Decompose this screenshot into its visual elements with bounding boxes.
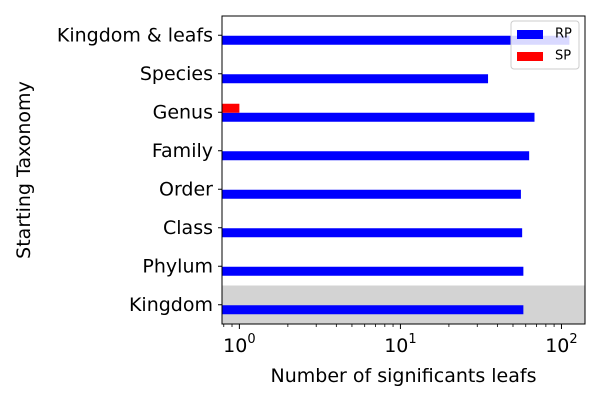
bar-rp-class [222,228,523,238]
y-tick-label-family: Family [152,140,213,162]
bar-rp-kingdom [222,305,524,315]
plot-frame [221,15,586,325]
bar-rp-kingdom-leafs [222,35,570,45]
y-tick-label-phylum: Phylum [142,255,213,277]
y-tick-label-order: Order [159,178,213,200]
x-tick-label-100: 102 [545,332,577,357]
y-axis-label: Starting Taxonomy [13,81,35,259]
bar-rp-genus [222,112,535,122]
highlight-band-layer [222,285,585,324]
ticks-layer [218,34,562,329]
bar-rp-species [222,74,489,84]
highlight-band-kingdom [222,285,585,324]
bar-rp-order [222,189,521,199]
y-tick-label-genus: Genus [153,101,213,123]
labels-layer: Kingdom & leafs Species Genus Family Order Cl… [13,24,578,387]
y-tick-label-species: Species [140,63,213,85]
bars-layer [222,35,570,315]
bar-sp-genus [222,103,240,113]
bar-rp-family [222,151,530,161]
legend-label-sp: SP [555,49,571,64]
legend: RP SP [510,20,580,70]
x-tick-label-10: 101 [384,332,416,357]
legend-swatch-rp [517,30,543,39]
y-tick-label-class: Class [163,217,213,239]
y-tick-label-kingdom-leafs: Kingdom & leafs [57,24,213,46]
x-axis-label: Number of significants leafs [271,365,537,387]
bar-rp-phylum [222,266,524,276]
legend-swatch-sp [517,52,543,61]
y-tick-label-kingdom: Kingdom [129,294,213,316]
axes-layer [221,15,586,325]
legend-label-rp: RP [555,27,572,42]
x-tick-label-1: 100 [223,332,255,357]
